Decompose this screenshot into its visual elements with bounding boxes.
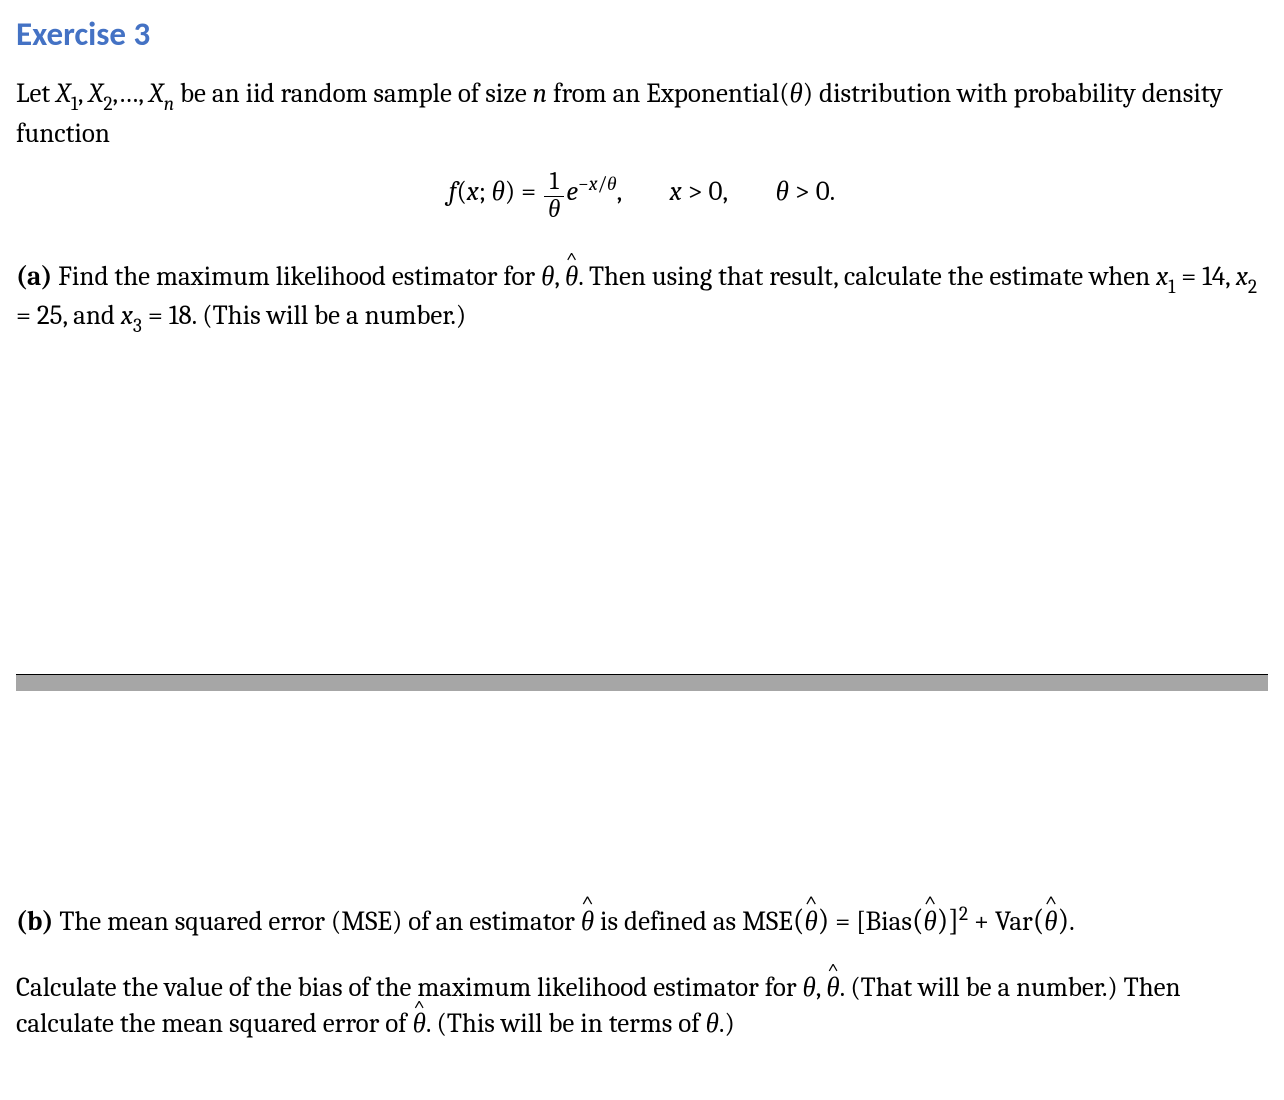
- var-theta: θ: [790, 78, 803, 109]
- pa-x2: x: [1236, 261, 1248, 292]
- pb2-b: ,: [816, 972, 827, 1003]
- var-x2: X: [89, 78, 104, 109]
- pa-x2-sub: 2: [1248, 276, 1257, 298]
- pb-thetahat4: ^θ: [1044, 904, 1057, 940]
- pb2-thetahat2: ^θ: [413, 1006, 426, 1042]
- pb-paren3: (: [912, 903, 924, 938]
- pa-theta: θ: [541, 261, 554, 292]
- intro-sep2: ,…,: [113, 78, 150, 109]
- var-xn: X: [149, 78, 164, 109]
- eq-e: e: [566, 176, 578, 207]
- part-b-label: (b): [16, 906, 53, 937]
- pb-paren5: ): [1058, 903, 1070, 938]
- var-x1: X: [56, 78, 71, 109]
- pb-paren2: ): [818, 903, 830, 938]
- eq-num: 1: [544, 170, 564, 197]
- eq-eq: =: [515, 176, 542, 207]
- pb-eq: = [Bias: [829, 906, 912, 937]
- intro-paragraph: Let X1, X2,…, Xn be an iid random sample…: [16, 76, 1268, 152]
- pb2-a: Calculate the value of the bias of the m…: [16, 972, 802, 1003]
- part-a-text: (a) Find the maximum likelihood estimato…: [16, 259, 1268, 338]
- pa-x1-eq: = 14,: [1175, 261, 1236, 292]
- pb-thetahat1: ^θ: [581, 904, 594, 940]
- eq-comma: ,: [617, 176, 623, 207]
- pa-x3-eq: = 18. (This will be a number.): [142, 300, 466, 331]
- pa-x1-sub: 1: [1168, 276, 1175, 298]
- pa-x1: x: [1156, 261, 1168, 292]
- pb-paren1: (: [793, 903, 805, 938]
- eq-cond2-theta: θ: [776, 176, 789, 207]
- eq-open: (: [456, 176, 466, 207]
- intro-mid: be an iid random sample of size: [174, 78, 533, 109]
- var-n: n: [533, 78, 547, 109]
- pa-x3: x: [121, 300, 133, 331]
- pb-t1: The mean squared error (MSE) of an estim…: [53, 906, 580, 937]
- pa-x2-eq: = 25, and: [16, 300, 121, 331]
- pa-thetahat: ^θ: [565, 259, 578, 295]
- part-b-text1: (b) The mean squared error (MSE) of an e…: [16, 901, 1268, 942]
- pa-t2: ,: [554, 261, 565, 292]
- eq-theta: θ: [492, 176, 505, 207]
- pa-x3-sub: 3: [133, 315, 142, 337]
- section-divider: [16, 674, 1268, 691]
- eq-cond1-x: x: [670, 176, 682, 207]
- pb-paren4: (: [1033, 903, 1045, 938]
- pb2-e: .): [719, 1008, 735, 1039]
- part-b-section: (b) The mean squared error (MSE) of an e…: [16, 901, 1268, 1043]
- pb-t2: is defined as MSE: [594, 906, 793, 937]
- var-x1-sub: 1: [71, 93, 78, 115]
- pb-period: .: [1069, 906, 1075, 937]
- pa-t3: . Then using that result, calculate the …: [578, 261, 1156, 292]
- intro-pre: Let: [16, 78, 56, 109]
- pb-thetahat2: ^θ: [804, 904, 817, 940]
- intro-sep1: ,: [78, 78, 89, 109]
- pb-close-sq: )]: [937, 903, 959, 938]
- intro-post1: from an Exponential(: [547, 78, 789, 109]
- pb-plus: + Var: [968, 906, 1033, 937]
- eq-x: x: [467, 176, 479, 207]
- eq-sep: ;: [479, 176, 492, 207]
- eq-cond1-rel: > 0,: [682, 176, 728, 207]
- var-x2-sub: 2: [103, 93, 112, 115]
- exercise-heading: Exercise 3: [16, 14, 1268, 54]
- pb2-thetahat1: ^θ: [826, 970, 839, 1006]
- pb2-theta: θ: [802, 972, 815, 1003]
- eq-den: θ: [544, 197, 564, 223]
- eq-exp: −x/θ: [578, 173, 617, 195]
- pb-thetahat3: ^θ: [924, 904, 937, 940]
- pb-sq: 2: [959, 903, 968, 925]
- eq-close: ): [505, 176, 515, 207]
- var-xn-sub: n: [164, 93, 174, 115]
- page: Exercise 3 Let X1, X2,…, Xn be an iid ra…: [0, 0, 1284, 1100]
- pdf-equation: f(x; θ) = 1θe−x/θ, x > 0, θ > 0.: [16, 170, 1268, 223]
- eq-frac: 1θ: [544, 170, 564, 223]
- part-a-label: (a): [16, 261, 52, 292]
- eq-cond2-rel: > 0.: [789, 176, 835, 207]
- pb2-theta2: θ: [706, 1008, 719, 1039]
- pb2-d: . (This will be in terms of: [426, 1008, 706, 1039]
- pa-t1: Find the maximum likelihood estimator fo…: [52, 261, 541, 292]
- part-b-text2: Calculate the value of the bias of the m…: [16, 970, 1268, 1043]
